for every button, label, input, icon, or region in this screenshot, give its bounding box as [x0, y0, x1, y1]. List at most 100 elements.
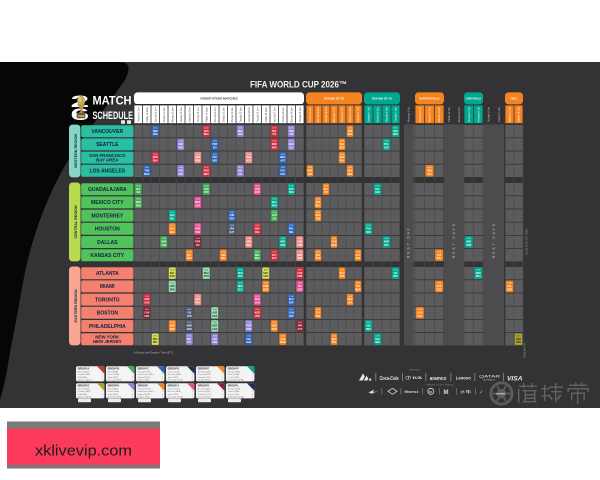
svg-text:AUT: AUT — [136, 188, 141, 191]
svg-text:21:00: 21:00 — [316, 199, 320, 201]
svg-text:GROUP G: GROUP G — [78, 385, 90, 388]
svg-text:Mexico (MEX): Mexico (MEX) — [78, 388, 90, 390]
svg-text:ECU: ECU — [263, 273, 268, 275]
svg-text:MEX: MEX — [238, 131, 243, 133]
svg-text:Ghana (GHA): Ghana (GHA) — [228, 390, 240, 393]
svg-text:0: 0 — [132, 371, 133, 373]
svg-text:Ecuador (ECU): Ecuador (ECU) — [198, 396, 211, 399]
svg-text:21:00: 21:00 — [385, 141, 389, 143]
svg-text:PHILADELPHIA: PHILADELPHIA — [89, 324, 126, 330]
svg-text:Thursday 2 July: Thursday 2 July — [341, 106, 344, 122]
svg-text:CRO: CRO — [437, 289, 442, 291]
svg-text:JPN: JPN — [298, 326, 303, 328]
svg-text:KOR: KOR — [255, 312, 260, 314]
svg-text:21:00: 21:00 — [272, 127, 276, 129]
svg-text:Australia (AUS): Australia (AUS) — [198, 370, 211, 373]
svg-text:Thursday 11 June: Thursday 11 June — [137, 107, 140, 123]
svg-text:GROUP B: GROUP B — [108, 368, 120, 371]
svg-text:0: 0 — [102, 388, 103, 390]
svg-text:12:00: 12:00 — [238, 127, 242, 129]
svg-text:12:00: 12:00 — [298, 251, 302, 253]
svg-text:Friday 26 June: Friday 26 June — [265, 106, 268, 122]
svg-text:POL: POL — [187, 255, 192, 257]
svg-text:HOUSTON: HOUSTON — [95, 227, 120, 233]
svg-text:CIV: CIV — [324, 192, 328, 194]
svg-text:Tuesday 7 July: Tuesday 7 July — [396, 106, 398, 122]
svg-text:2: 2 — [192, 377, 193, 379]
svg-text:BRA: BRA — [153, 338, 158, 341]
svg-text:Tuesday 30 June: Tuesday 30 June — [300, 107, 302, 123]
svg-text:SEN: SEN — [238, 273, 243, 275]
svg-text:TORONTO: TORONTO — [95, 297, 120, 303]
svg-text:MIAMI: MIAMI — [100, 284, 115, 290]
svg-text:AUS: AUS — [212, 311, 217, 314]
svg-text:3: 3 — [252, 397, 253, 399]
svg-text:Tuesday 14 July: Tuesday 14 July — [469, 106, 471, 122]
svg-text:verizon: verizon — [496, 392, 505, 396]
svg-text:BEL: BEL — [289, 232, 294, 234]
svg-text:SEN: SEN — [375, 342, 380, 344]
svg-text:M: M — [444, 390, 449, 396]
svg-text:POR: POR — [316, 258, 321, 260]
svg-text:ATLANTA: ATLANTA — [96, 271, 119, 277]
svg-text:12:00: 12:00 — [437, 251, 441, 253]
svg-text:CAN: CAN — [144, 302, 149, 305]
svg-text:Canada (CAN): Canada (CAN) — [78, 373, 91, 376]
svg-text:18:00: 18:00 — [204, 269, 208, 271]
svg-text:FRA: FRA — [178, 169, 183, 172]
svg-text:Sunday 19 July: Sunday 19 July — [519, 106, 521, 122]
svg-text:ARG: ARG — [272, 146, 277, 149]
svg-text:POR: POR — [195, 242, 200, 244]
svg-text:CAN: CAN — [297, 272, 302, 275]
svg-text:USA: USA — [348, 302, 353, 305]
svg-text:CIV: CIV — [272, 219, 276, 221]
svg-text:18:00: 18:00 — [264, 269, 268, 271]
svg-text:2: 2 — [222, 394, 223, 396]
svg-text:3: 3 — [192, 397, 193, 399]
svg-text:NED: NED — [153, 131, 158, 133]
svg-text:ARG: ARG — [212, 341, 217, 344]
svg-text:NOR: NOR — [272, 144, 277, 146]
svg-text:KANSAS CITY: KANSAS CITY — [90, 253, 125, 259]
svg-text:NOR: NOR — [476, 273, 481, 275]
svg-text:Tuesday 16 June: Tuesday 16 June — [181, 107, 183, 123]
svg-text:Wednesday 24 June: Wednesday 24 June — [249, 107, 251, 123]
svg-text:15:00: 15:00 — [340, 141, 344, 143]
svg-text:DEN: DEN — [136, 205, 141, 207]
svg-text:21:00: 21:00 — [204, 167, 208, 169]
svg-text:21:00: 21:00 — [196, 225, 200, 227]
svg-text:Sunday 5 July: Sunday 5 July — [378, 106, 380, 122]
svg-text:CAN: CAN — [195, 204, 200, 207]
svg-text:MEX: MEX — [476, 276, 481, 278]
svg-text:SEATTLE: SEATTLE — [96, 142, 119, 148]
svg-text:3: 3 — [162, 397, 163, 399]
svg-text:Monday 13 July: Monday 13 July — [458, 106, 461, 122]
svg-text:15:00: 15:00 — [367, 225, 371, 227]
svg-text:21:00: 21:00 — [170, 322, 174, 324]
svg-text:GROUP STAGE MATCHES: GROUP STAGE MATCHES — [200, 96, 237, 100]
svg-text:12:00: 12:00 — [162, 238, 166, 240]
svg-text:MEX: MEX — [280, 157, 285, 159]
svg-text:JPN: JPN — [204, 189, 209, 191]
svg-text:BRA: BRA — [204, 133, 209, 136]
svg-text:SUI: SUI — [136, 192, 140, 194]
svg-text:21:00: 21:00 — [272, 251, 276, 253]
svg-text:CIV: CIV — [187, 342, 191, 344]
svg-text:GHA: GHA — [255, 227, 260, 230]
svg-text:1: 1 — [222, 374, 223, 376]
svg-text:CAN: CAN — [297, 241, 302, 244]
svg-text:FIFA WORLD CUP 2026™ SPONSORS: FIFA WORLD CUP 2026™ SPONSORS — [427, 384, 454, 387]
svg-text:3: 3 — [132, 380, 133, 382]
svg-text:CAN: CAN — [144, 298, 149, 301]
svg-text:MEX: MEX — [195, 202, 200, 204]
svg-text:FRA: FRA — [316, 315, 321, 318]
svg-text:FIFA: FIFA — [78, 114, 85, 118]
svg-text:Lenovo: Lenovo — [456, 376, 471, 381]
svg-text:3: 3 — [162, 380, 163, 382]
svg-text:2: 2 — [162, 377, 163, 379]
svg-text:NOR: NOR — [136, 202, 141, 204]
svg-text:21:00: 21:00 — [204, 127, 208, 129]
svg-text:GROUP K: GROUP K — [198, 385, 210, 388]
svg-text:Morocco (MAR): Morocco (MAR) — [168, 373, 182, 376]
svg-text:DEN: DEN — [516, 342, 521, 344]
